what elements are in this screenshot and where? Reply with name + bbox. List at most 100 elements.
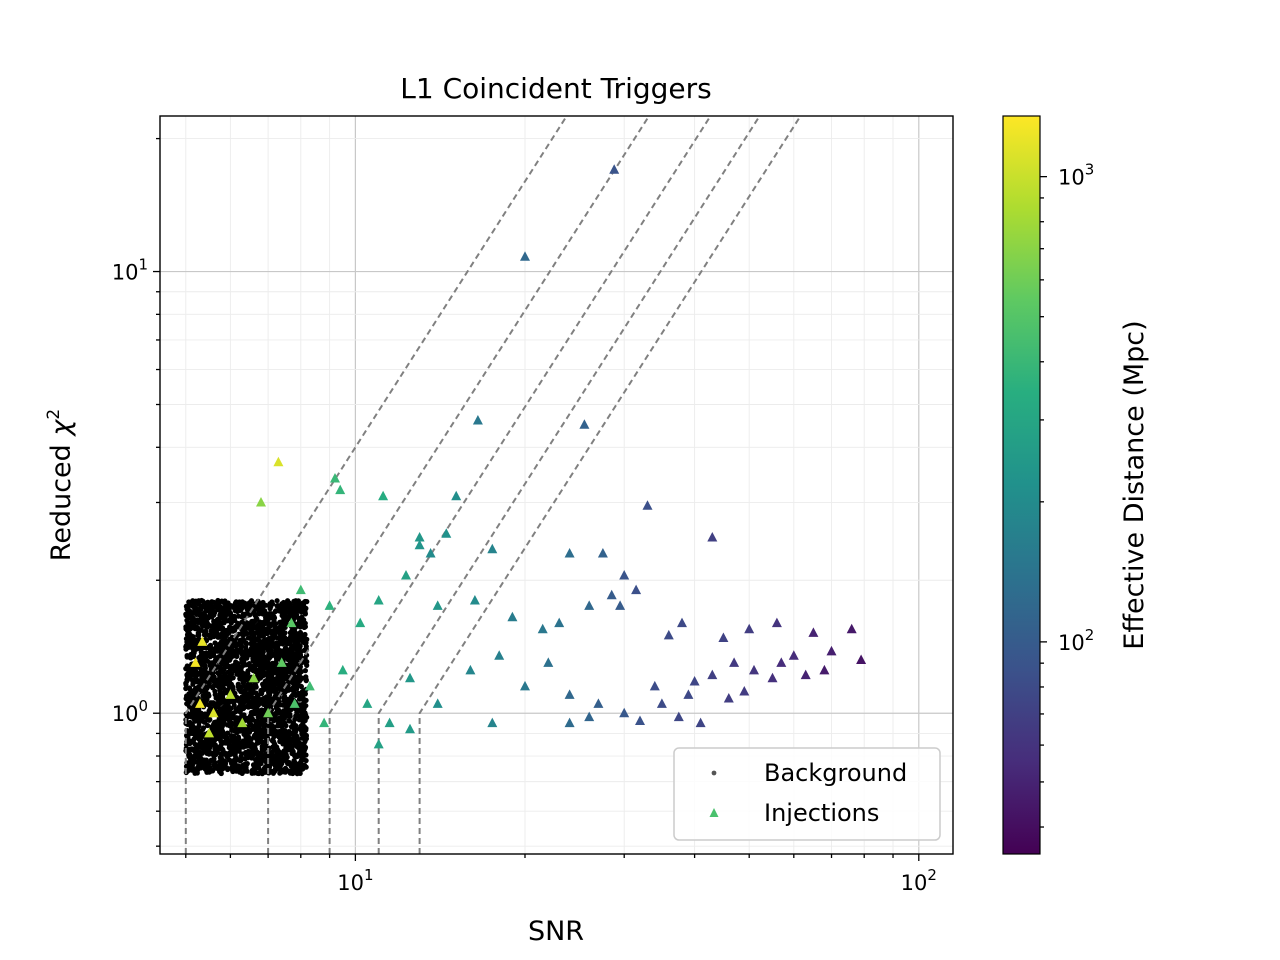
background-point — [190, 634, 196, 640]
injections-series — [190, 164, 867, 749]
background-point — [226, 745, 232, 751]
background-point — [240, 611, 246, 617]
injection-point — [355, 617, 366, 628]
injection-point — [263, 707, 274, 718]
background-point — [238, 643, 245, 650]
background-point — [226, 611, 232, 617]
background-point — [283, 645, 289, 651]
background-point — [276, 728, 282, 735]
injection-point — [826, 645, 837, 656]
background-point — [195, 764, 201, 771]
background-point — [243, 650, 249, 656]
background-point — [303, 712, 309, 718]
background-point — [269, 749, 275, 755]
injection-point — [776, 657, 787, 667]
background-point — [199, 597, 205, 604]
injection-point — [695, 717, 706, 728]
background-point — [293, 723, 299, 729]
plot-frame — [159, 115, 954, 855]
injection-point — [856, 654, 867, 664]
background-point — [186, 753, 192, 760]
injection-point — [749, 664, 759, 675]
background-point — [211, 756, 217, 762]
background-point — [210, 700, 216, 706]
background-point — [270, 753, 277, 759]
background-point — [229, 750, 235, 756]
background-point — [266, 648, 272, 655]
background-point — [234, 697, 240, 703]
background-point — [199, 761, 205, 767]
background-point — [254, 750, 260, 757]
x-tick-label: 101 — [337, 866, 373, 895]
background-point — [239, 712, 245, 718]
background-point — [273, 649, 279, 655]
injection-point — [425, 548, 436, 558]
colorbar-tick-label: 102 — [1058, 626, 1094, 655]
background-point — [237, 769, 243, 775]
x-tick-label: 102 — [901, 866, 937, 895]
background-point — [217, 687, 223, 693]
background-point — [192, 769, 198, 775]
background-point — [273, 704, 280, 710]
background-point — [247, 665, 254, 671]
colorbar-gradient — [1002, 115, 1041, 855]
background-point — [292, 632, 298, 639]
background-point — [279, 612, 285, 619]
background-point — [248, 709, 254, 716]
injection-point — [286, 617, 297, 628]
background-point — [200, 693, 206, 699]
x-axis-ticks: 101 102 — [185, 854, 937, 895]
injection-point — [469, 595, 480, 605]
background-point — [184, 693, 190, 699]
background-point — [198, 658, 204, 664]
background-point — [256, 719, 262, 725]
injection-point — [564, 689, 575, 699]
legend-box — [673, 747, 941, 841]
background-point — [225, 687, 231, 693]
background-point — [209, 651, 215, 658]
colorbar-ticks: 102 103 — [1040, 161, 1094, 828]
background-point — [297, 716, 304, 723]
background-point — [229, 663, 235, 669]
injection-point — [564, 548, 575, 558]
background-point — [274, 603, 280, 609]
background-point — [183, 685, 189, 692]
background-point — [259, 753, 265, 759]
background-point — [220, 761, 226, 767]
background-point — [209, 611, 215, 617]
background-point — [196, 628, 202, 635]
background-point — [226, 654, 232, 660]
background-point — [243, 672, 249, 678]
background-point — [245, 728, 251, 735]
background-point — [303, 752, 309, 758]
background-point — [299, 731, 305, 737]
injection-point — [649, 680, 660, 691]
y-tick-label: 101 — [112, 256, 148, 285]
background-point — [284, 638, 290, 645]
background-point — [246, 600, 252, 607]
background-point — [268, 716, 274, 722]
background-point — [257, 669, 263, 675]
background-point — [206, 717, 212, 723]
injection-point — [237, 717, 248, 728]
background-series — [183, 597, 310, 777]
background-point — [268, 603, 274, 610]
background-point — [284, 741, 290, 747]
injection-point — [635, 715, 645, 725]
background-point — [214, 605, 220, 611]
injection-point — [739, 686, 750, 696]
injection-point — [225, 689, 236, 699]
background-point — [272, 668, 278, 674]
injection-point — [593, 698, 604, 708]
background-point — [243, 752, 250, 759]
colorbar-tick-label: 103 — [1058, 161, 1094, 190]
background-point — [238, 674, 244, 680]
injection-point — [673, 711, 684, 722]
injection-point — [520, 251, 530, 261]
background-point — [191, 646, 197, 652]
background-point — [270, 635, 276, 642]
background-point — [222, 664, 228, 670]
background-point — [217, 633, 223, 639]
injection-point — [537, 623, 548, 634]
